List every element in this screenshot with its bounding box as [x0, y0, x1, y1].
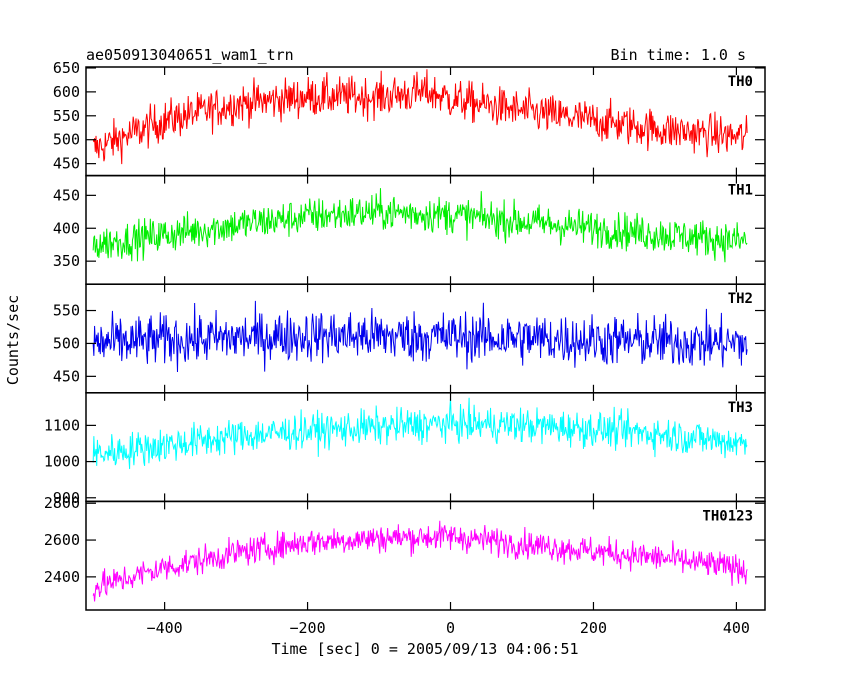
series-line-th2	[92, 300, 748, 372]
series-line-th1	[92, 188, 748, 263]
panel-th2: 450 500 550 TH2	[53, 283, 766, 394]
x-tick-label: 400	[723, 619, 750, 637]
bin-time-label: Bin time: 1.0 s	[611, 46, 746, 64]
x-tick-label: 0	[446, 619, 455, 637]
y-tick-label: 450	[53, 155, 80, 173]
y-tick-label: 500	[53, 334, 80, 352]
series-line-th3	[92, 397, 748, 470]
series-line-th0	[92, 69, 748, 165]
y-tick-label: 2800	[44, 494, 80, 512]
panel-label: TH3	[728, 400, 753, 416]
y-tick-label: 1000	[44, 453, 80, 471]
panel-label: TH0	[728, 74, 753, 90]
y-tick-label: 2600	[44, 531, 80, 549]
y-tick-label: 550	[53, 302, 80, 320]
y-tick-label: 600	[53, 83, 80, 101]
y-axis-label: Counts/sec	[4, 295, 22, 385]
y-tick-label: 650	[53, 59, 80, 77]
y-tick-label: 900	[53, 489, 80, 507]
y-tick-label: 450	[53, 367, 80, 385]
y-tick-label: 400	[53, 219, 80, 237]
y-tick-label: 450	[53, 186, 80, 204]
y-tick-label: 550	[53, 107, 80, 125]
y-tick-label: 350	[53, 252, 80, 270]
x-tick-label: 200	[580, 619, 607, 637]
y-tick-label: 1100	[44, 416, 80, 434]
panels: 450 500 550 600 650 TH0 350 400 450 TH1 450 500 550 T…	[44, 59, 766, 611]
panel-label: TH1	[728, 183, 753, 199]
panel-frame	[85, 500, 766, 611]
panel-label: TH0123	[702, 508, 753, 524]
y-tick-label: 500	[53, 131, 80, 149]
panel-frame	[85, 392, 766, 503]
panel-label: TH2	[728, 291, 753, 307]
panel-th3: 900 1000 1100 TH3	[44, 392, 766, 507]
panel-th0: 450 500 550 600 650 TH0	[53, 59, 766, 177]
panel-th0123: 2400 2600 2800 TH0123	[44, 494, 766, 611]
panel-th1: 350 400 450 TH1	[53, 174, 766, 285]
y-tick-label: 2400	[44, 568, 80, 586]
x-tick-label: −400	[147, 619, 183, 637]
x-tick-label: −200	[290, 619, 326, 637]
x-axis-label: Time [sec] 0 = 2005/09/13 04:06:51	[271, 640, 578, 658]
chart-title: ae050913040651_wam1_trn	[86, 46, 294, 64]
x-axis: −400 −200 0 200 400	[147, 619, 750, 637]
series-line-th0123	[92, 520, 748, 602]
